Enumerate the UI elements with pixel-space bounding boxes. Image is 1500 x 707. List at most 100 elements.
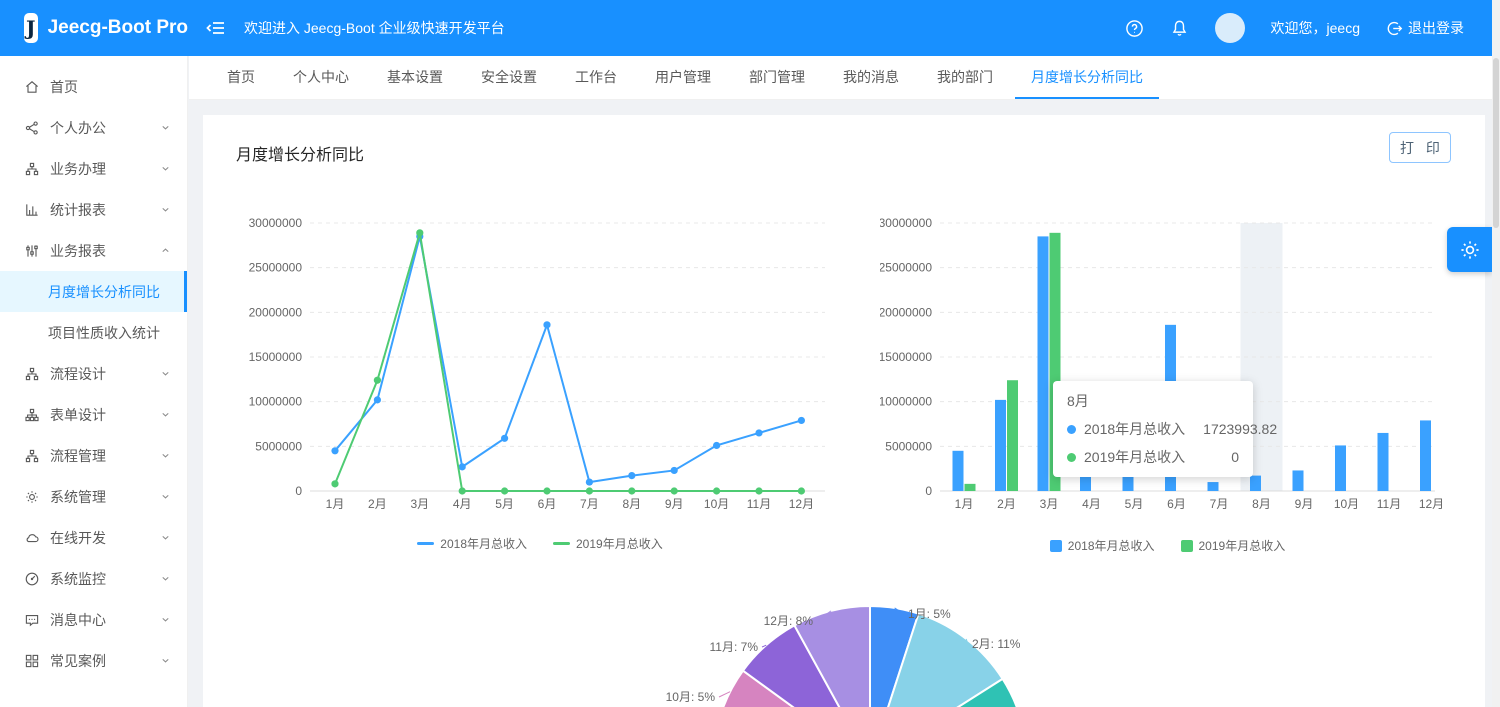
tooltip-row: 2018年月总收入 1723993.82 bbox=[1067, 419, 1277, 439]
legend-item[interactable]: 2019年月总收入 bbox=[1180, 537, 1285, 554]
bar-chart[interactable]: 0 5000000 10000000 15000000 20000000 25000000… bbox=[880, 210, 1455, 530]
gear-icon bbox=[1459, 239, 1481, 261]
pie-label: 12月: 8% bbox=[764, 614, 814, 628]
business-handling-icon bbox=[24, 161, 40, 177]
logout-icon bbox=[1386, 20, 1403, 37]
sidebar-item-label: 在线开发 bbox=[50, 529, 106, 546]
chevron-down-icon bbox=[160, 450, 171, 461]
line-chart[interactable]: 0 5000000 10000000 15000000 20000000 25000000… bbox=[240, 210, 840, 530]
svg-text:6月: 6月 bbox=[1167, 497, 1186, 511]
svg-text:10月: 10月 bbox=[1334, 497, 1359, 511]
pie-label: 1月: 5% bbox=[908, 607, 951, 621]
svg-text:7月: 7月 bbox=[580, 497, 599, 511]
tab-user-management[interactable]: 用户管理 bbox=[655, 68, 711, 85]
sidebar-item-label: 项目性质收入统计 bbox=[48, 324, 160, 341]
svg-text:12月: 12月 bbox=[1419, 497, 1444, 511]
svg-text:5月: 5月 bbox=[1125, 497, 1144, 511]
chevron-down-icon bbox=[160, 409, 171, 420]
tab-workbench[interactable]: 工作台 bbox=[575, 68, 617, 85]
svg-text:4月: 4月 bbox=[453, 497, 472, 511]
chevron-down-icon bbox=[160, 614, 171, 625]
tab-basic-settings[interactable]: 基本设置 bbox=[387, 68, 443, 85]
svg-text:1月: 1月 bbox=[955, 497, 974, 511]
pie-label: 10月: 5% bbox=[666, 690, 716, 704]
tab-dept-management[interactable]: 部门管理 bbox=[749, 68, 805, 85]
sidebar-item-online-dev[interactable]: 在线开发 bbox=[0, 517, 187, 558]
app-logo[interactable]: J Jeecg-Boot Pro bbox=[0, 13, 188, 43]
tab-monthly-growth-analysis[interactable]: 月度增长分析同比 bbox=[1015, 56, 1159, 99]
tab-personal-center[interactable]: 个人中心 bbox=[293, 68, 349, 85]
header-bar: J Jeecg-Boot Pro 欢迎进入 Jeecg-Boot 企业级快速开发… bbox=[0, 0, 1500, 56]
svg-text:2月: 2月 bbox=[997, 497, 1016, 511]
sidebar-item-system-management[interactable]: 系统管理 bbox=[0, 476, 187, 517]
sidebar: 首页个人办公业务办理统计报表业务报表月度增长分析同比 项目性质收入统计流程设计表单… bbox=[0, 56, 188, 707]
chart-tooltip: 8月 2018年月总收入 1723993.82 2019年月总收入 0 bbox=[1053, 381, 1277, 477]
sidebar-item-system-monitor[interactable]: 系统监控 bbox=[0, 558, 187, 599]
svg-text:10000000: 10000000 bbox=[880, 395, 932, 409]
legend-marker bbox=[553, 542, 570, 545]
chevron-down-icon bbox=[160, 204, 171, 215]
sidebar-item-stats-report[interactable]: 统计报表 bbox=[0, 189, 187, 230]
legend-item[interactable]: 2018年月总收入 bbox=[1049, 537, 1155, 554]
legend-item[interactable]: 2018年月总收入 bbox=[417, 535, 527, 552]
welcome-banner: 欢迎进入 Jeecg-Boot 企业级快速开发平台 bbox=[244, 20, 505, 36]
svg-text:12月: 12月 bbox=[789, 497, 814, 511]
tab-my-messages[interactable]: 我的消息 bbox=[843, 68, 899, 85]
sidebar-item-business-report[interactable]: 业务报表 bbox=[0, 230, 187, 271]
user-avatar[interactable] bbox=[1214, 13, 1245, 43]
sidebar-item-process-design[interactable]: 流程设计 bbox=[0, 353, 187, 394]
svg-text:20000000: 20000000 bbox=[249, 305, 303, 319]
sidebar-item-monthly-growth-analysis[interactable]: 月度增长分析同比 bbox=[0, 271, 187, 312]
svg-text:15000000: 15000000 bbox=[249, 350, 303, 364]
menu-fold-icon[interactable] bbox=[206, 18, 226, 38]
sidebar-item-label: 系统管理 bbox=[50, 488, 106, 505]
legend-marker bbox=[1049, 539, 1062, 552]
form-design-icon bbox=[24, 407, 40, 423]
logout-button[interactable]: 退出登录 bbox=[1386, 18, 1464, 38]
svg-text:4月: 4月 bbox=[1082, 497, 1101, 511]
svg-text:3月: 3月 bbox=[410, 497, 429, 511]
sidebar-item-form-design[interactable]: 表单设计 bbox=[0, 394, 187, 435]
tab-my-department[interactable]: 我的部门 bbox=[937, 68, 993, 85]
settings-drawer-button[interactable] bbox=[1447, 227, 1492, 272]
sidebar-item-common-cases[interactable]: 常见案例 bbox=[0, 640, 187, 681]
tab-home[interactable]: 首页 bbox=[227, 68, 255, 85]
personal-office-icon bbox=[24, 120, 40, 136]
tab-bar: 首页 个人中心 基本设置 安全设置 工作台 用户管理 部门管理 我的消息 我的部门 月度增长分析同… bbox=[189, 56, 1492, 100]
legend-item[interactable]: 2019年月总收入 bbox=[553, 535, 663, 552]
page-scrollbar[interactable] bbox=[1492, 0, 1500, 707]
svg-text:2月: 2月 bbox=[368, 497, 387, 511]
system-management-icon bbox=[24, 489, 40, 505]
series-dot bbox=[1067, 424, 1076, 434]
sidebar-item-business-handling[interactable]: 业务办理 bbox=[0, 148, 187, 189]
print-button[interactable]: 打 印 bbox=[1389, 132, 1451, 163]
sidebar-item-label: 统计报表 bbox=[50, 201, 106, 218]
notification-bell-icon[interactable] bbox=[1170, 19, 1189, 38]
sidebar-item-label: 月度增长分析同比 bbox=[48, 283, 160, 300]
pie-slice-3月 bbox=[956, 677, 1018, 707]
chevron-down-icon bbox=[160, 655, 171, 666]
svg-text:5000000: 5000000 bbox=[255, 439, 302, 453]
tab-security-settings[interactable]: 安全设置 bbox=[481, 68, 537, 85]
sidebar-item-label: 表单设计 bbox=[50, 406, 106, 423]
pie-label: 2月: 11% bbox=[972, 637, 1021, 651]
content-card: 月度增长分析同比 打 印 0 5000000 10000000 15000000 200… bbox=[203, 115, 1485, 707]
sidebar-item-project-income-stats[interactable]: 项目性质收入统计 bbox=[0, 312, 187, 353]
sidebar-item-home[interactable]: 首页 bbox=[0, 66, 187, 107]
svg-text:30000000: 30000000 bbox=[249, 216, 303, 230]
sidebar-item-label: 业务办理 bbox=[50, 160, 106, 177]
chevron-down-icon bbox=[160, 491, 171, 502]
svg-text:20000000: 20000000 bbox=[880, 305, 932, 319]
chevron-down-icon bbox=[160, 163, 171, 174]
sidebar-item-label: 首页 bbox=[50, 78, 78, 95]
sidebar-item-message-center[interactable]: 消息中心 bbox=[0, 599, 187, 640]
svg-text:25000000: 25000000 bbox=[249, 261, 303, 275]
sidebar-item-process-management[interactable]: 流程管理 bbox=[0, 435, 187, 476]
help-icon[interactable] bbox=[1125, 19, 1144, 38]
pie-chart[interactable]: 1月: 5% 2月: 11% 10月: 5% 11月: 7% 12月: 8% bbox=[620, 600, 1120, 707]
scrollbar-thumb[interactable] bbox=[1493, 58, 1499, 228]
svg-text:30000000: 30000000 bbox=[880, 216, 932, 230]
svg-text:5000000: 5000000 bbox=[885, 439, 932, 453]
common-cases-icon bbox=[24, 653, 40, 669]
sidebar-item-personal-office[interactable]: 个人办公 bbox=[0, 107, 187, 148]
